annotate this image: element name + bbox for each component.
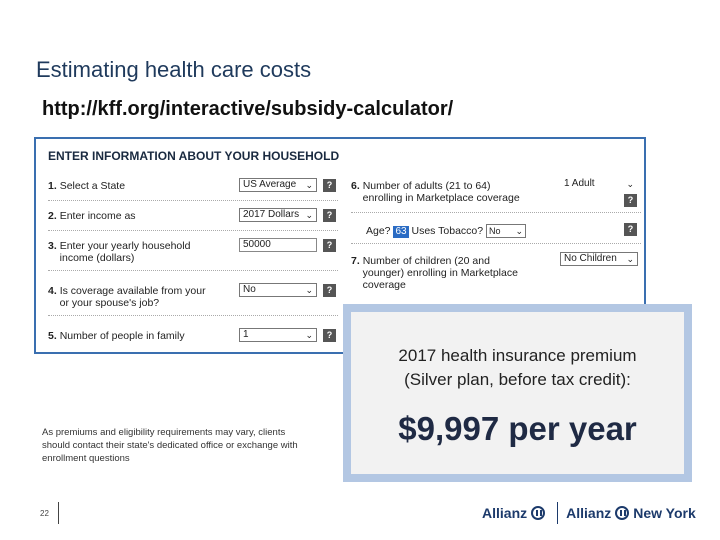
help-icon[interactable]: ? (323, 284, 336, 297)
chevron-down-icon: ⌄ (515, 226, 524, 236)
children-select[interactable]: No Children ⌄ (560, 252, 638, 266)
form-heading: ENTER INFORMATION ABOUT YOUR HOUSEHOLD (48, 149, 340, 163)
chevron-down-icon: ⌄ (626, 254, 634, 264)
q1-label: 1. Select a State (48, 180, 126, 192)
row-divider (48, 230, 338, 231)
employer-coverage-select[interactable]: No ⌄ (239, 283, 317, 297)
row-divider (48, 315, 338, 316)
slide-title: Estimating health care costs (36, 57, 312, 82)
q3-label: 3. Enter your yearly household income (d… (48, 240, 191, 264)
calculator-url[interactable]: http://kff.org/interactive/subsidy-calcu… (42, 98, 454, 120)
page-divider (58, 502, 59, 524)
brand-wordmark: Allianz (566, 505, 612, 521)
allianz-logo: Allianz Allianz New York (482, 502, 696, 524)
age-row: Age? 63 Uses Tobacco? No ⌄ (366, 224, 527, 238)
allianz-eagle-icon (531, 506, 546, 520)
premium-callout: 2017 health insurance premium (Silver pl… (343, 304, 692, 482)
help-icon[interactable]: ? (323, 179, 336, 192)
allianz-eagle-icon (615, 506, 630, 520)
chevron-down-icon: ⌄ (305, 180, 313, 190)
help-icon[interactable]: ? (323, 239, 336, 252)
q4-label: 4. Is coverage available from your or yo… (48, 285, 206, 309)
page-number: 22 (40, 509, 49, 518)
q5-label: 5. Number of people in family (48, 330, 185, 342)
chevron-down-icon: ⌄ (626, 179, 634, 189)
age-input[interactable]: 63 (393, 225, 409, 238)
help-icon[interactable]: ? (323, 329, 336, 342)
row-divider (351, 243, 641, 244)
tobacco-select[interactable]: No ⌄ (486, 224, 527, 238)
brand-region: New York (633, 505, 696, 521)
household-form-screenshot: ENTER INFORMATION ABOUT YOUR HOUSEHOLD 1… (34, 137, 646, 354)
q6-label: 6. Number of adults (21 to 64) enrolling… (351, 180, 520, 204)
disclaimer-text: As premiums and eligibility requirements… (42, 427, 298, 464)
family-size-select[interactable]: 1 ⌄ (239, 328, 317, 342)
q7-label: 7. Number of children (20 and younger) e… (351, 255, 518, 291)
row-divider (48, 270, 338, 271)
logo-divider (557, 502, 559, 524)
brand-wordmark: Allianz (482, 505, 528, 521)
state-select[interactable]: US Average ⌄ (239, 178, 317, 192)
chevron-down-icon: ⌄ (305, 210, 313, 220)
callout-description: 2017 health insurance premium (Silver pl… (398, 346, 637, 389)
help-icon[interactable]: ? (624, 223, 637, 236)
chevron-down-icon: ⌄ (305, 330, 313, 340)
income-input[interactable]: 50000 (239, 238, 317, 252)
income-unit-select[interactable]: 2017 Dollars ⌄ (239, 208, 317, 222)
adults-select[interactable]: 1 Adult ⌄ (561, 178, 637, 192)
row-divider (48, 200, 338, 201)
help-icon[interactable]: ? (323, 209, 336, 222)
help-icon[interactable]: ? (624, 194, 637, 207)
premium-amount: $9,997 per year (398, 410, 637, 447)
row-divider (351, 212, 641, 213)
q2-label: 2. Enter income as (48, 210, 136, 222)
chevron-down-icon: ⌄ (305, 285, 313, 295)
